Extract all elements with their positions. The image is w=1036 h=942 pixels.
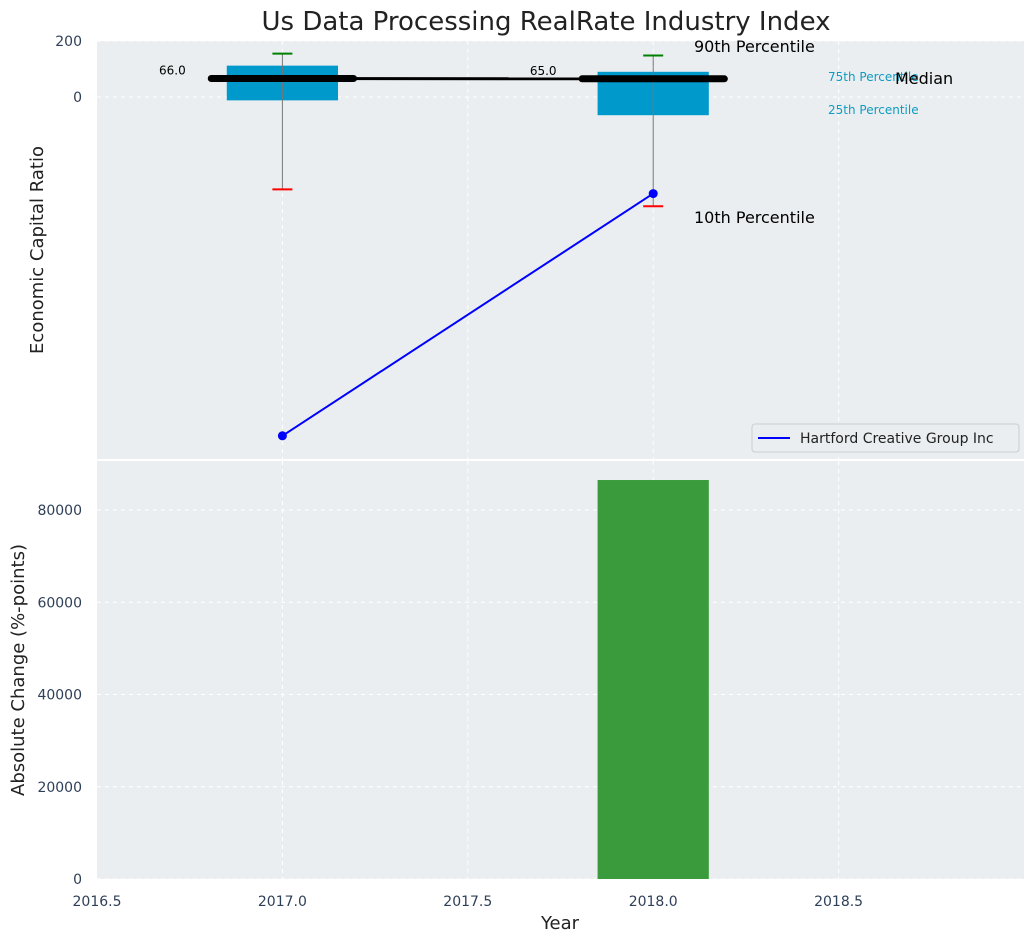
legend: Hartford Creative Group Inc	[751, 423, 1020, 453]
bottom-y-ticks: 0 20000 40000 60000 80000	[37, 503, 82, 888]
p90-annotation: 90th Percentile	[694, 37, 815, 56]
p25-annotation: 25th Percentile	[828, 103, 919, 117]
x-tick-label: 2016.5	[73, 894, 122, 910]
median-annotation: Median	[895, 69, 953, 88]
legend-box	[751, 423, 1020, 453]
p75-annotation: 75th Percentile	[828, 70, 919, 84]
bottom-plot-background	[97, 461, 1024, 879]
top-y-axis-label: Economic Capital Ratio	[27, 146, 48, 354]
bar	[597, 480, 709, 879]
bottom-y-tick-label: 40000	[37, 688, 82, 704]
legend-label: Hartford Creative Group Inc	[800, 431, 994, 447]
bottom-panel: 0 20000 40000 60000 80000 2016.5 2017.0 2017.5…	[8, 461, 1024, 934]
p10-annotation: 10th Percentile	[694, 208, 815, 227]
series-point	[277, 431, 287, 441]
top-panel: 2000 Economic Capital Ratio 66.0 65.0 90t…	[27, 34, 1024, 459]
median-value-label: 66.0	[159, 64, 186, 78]
bar-group	[597, 480, 709, 879]
top-y-ticks: 2000	[55, 34, 82, 106]
x-tick-label: 2018.0	[629, 894, 678, 910]
series-group	[277, 189, 658, 441]
percentile-annotations: 90th Percentile 10th Percentile 75th Per…	[694, 37, 953, 227]
top-y-tick-label: 200	[55, 34, 82, 50]
bottom-y-tick-label: 60000	[37, 595, 82, 611]
bottom-y-tick-label: 0	[73, 872, 82, 888]
series-point	[648, 189, 658, 199]
series-line	[281, 192, 654, 437]
x-tick-label: 2017.5	[443, 894, 492, 910]
top-plot-background	[97, 41, 1024, 459]
x-ticks: 2016.5 2017.0 2017.5 2018.0 2018.5	[73, 894, 864, 910]
bottom-y-tick-label: 80000	[37, 503, 82, 519]
bottom-y-axis-label: Absolute Change (%-points)	[8, 544, 29, 796]
top-y-tick-label: 0	[73, 90, 82, 106]
x-tick-label: 2018.5	[814, 894, 863, 910]
x-tick-label: 2017.0	[258, 894, 307, 910]
chart-title: Us Data Processing RealRate Industry Ind…	[261, 7, 830, 37]
box-group: 66.0 65.0	[159, 52, 728, 208]
x-axis-label: Year	[540, 913, 580, 934]
median-value-label: 65.0	[530, 64, 557, 78]
bottom-y-tick-label: 20000	[37, 780, 82, 796]
